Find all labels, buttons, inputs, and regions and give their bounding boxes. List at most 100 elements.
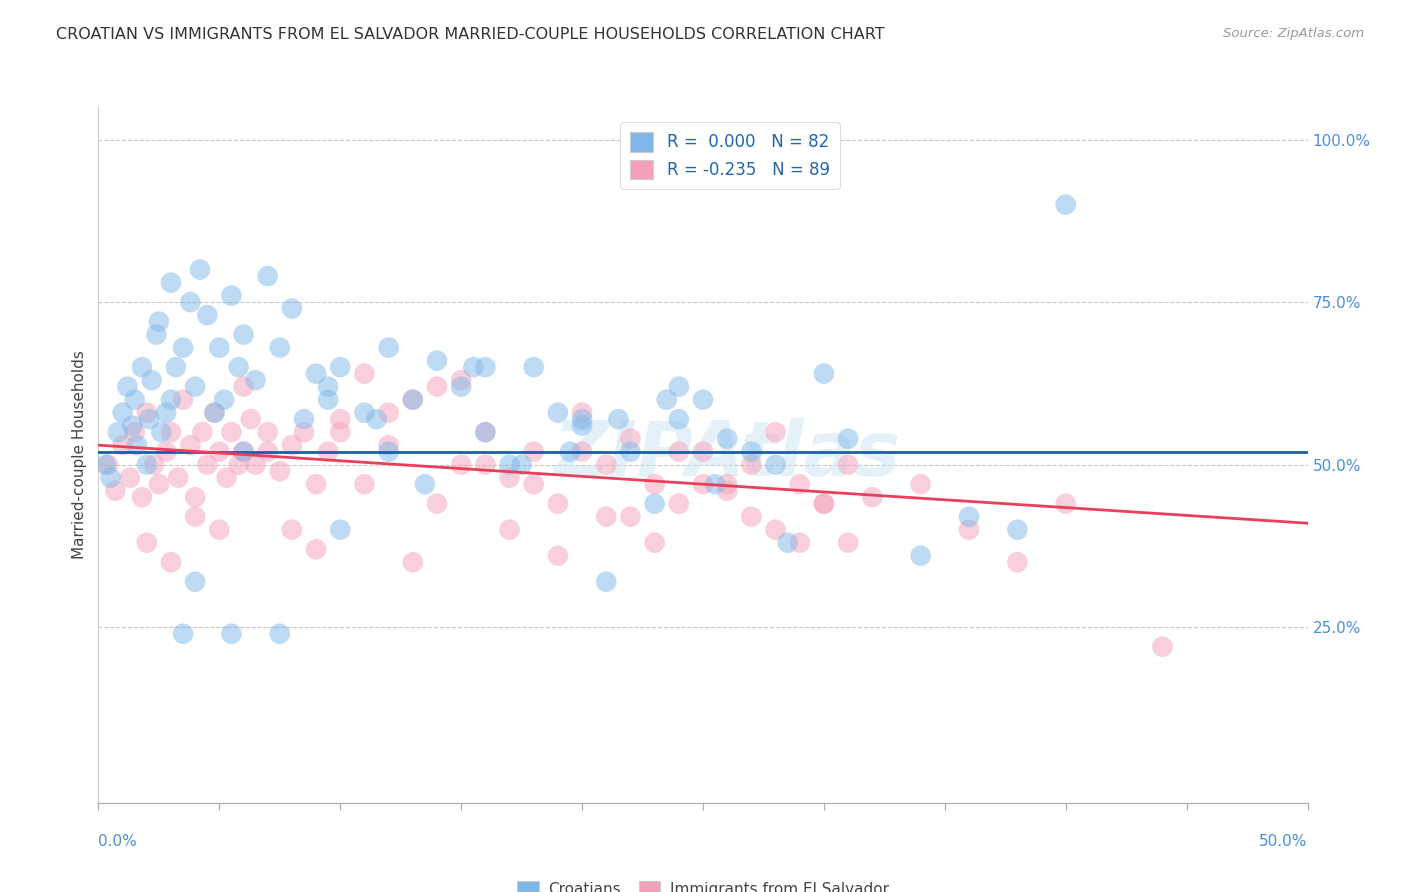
Point	[245, 373, 267, 387]
Y-axis label: Married-couple Households: Married-couple Households	[72, 351, 87, 559]
Point	[232, 327, 254, 342]
Point	[191, 425, 214, 439]
Point	[510, 458, 533, 472]
Point	[426, 497, 449, 511]
Point	[402, 392, 425, 407]
Point	[305, 367, 328, 381]
Point	[107, 425, 129, 439]
Point	[571, 412, 593, 426]
Point	[256, 269, 278, 284]
Point	[789, 477, 811, 491]
Point	[256, 444, 278, 458]
Point	[100, 471, 122, 485]
Point	[165, 360, 187, 375]
Point	[765, 425, 787, 439]
Point	[523, 360, 546, 375]
Point	[837, 535, 859, 549]
Text: 50.0%: 50.0%	[1260, 834, 1308, 849]
Point	[957, 523, 980, 537]
Point	[1054, 497, 1077, 511]
Point	[292, 412, 315, 426]
Point	[426, 353, 449, 368]
Point	[607, 412, 630, 426]
Point	[141, 373, 163, 387]
Point	[692, 392, 714, 407]
Point	[668, 444, 690, 458]
Point	[595, 509, 617, 524]
Point	[450, 379, 472, 393]
Point	[498, 471, 520, 485]
Point	[195, 458, 218, 472]
Point	[426, 379, 449, 393]
Point	[232, 444, 254, 458]
Point	[94, 458, 117, 472]
Point	[111, 438, 134, 452]
Point	[208, 523, 231, 537]
Point	[145, 327, 167, 342]
Point	[135, 406, 157, 420]
Point	[121, 418, 143, 433]
Point	[644, 497, 666, 511]
Point	[124, 425, 146, 439]
Point	[208, 444, 231, 458]
Point	[776, 535, 799, 549]
Point	[221, 626, 243, 640]
Point	[704, 477, 727, 491]
Point	[135, 458, 157, 472]
Point	[547, 497, 569, 511]
Point	[450, 458, 472, 472]
Point	[571, 418, 593, 433]
Point	[402, 392, 425, 407]
Point	[131, 360, 153, 375]
Point	[692, 444, 714, 458]
Point	[269, 626, 291, 640]
Point	[316, 392, 339, 407]
Point	[463, 360, 485, 375]
Point	[1007, 523, 1029, 537]
Point	[150, 425, 173, 439]
Point	[212, 392, 235, 407]
Point	[353, 406, 375, 420]
Point	[172, 626, 194, 640]
Point	[474, 360, 496, 375]
Point	[644, 477, 666, 491]
Point	[765, 523, 787, 537]
Point	[450, 373, 472, 387]
Point	[215, 471, 238, 485]
Point	[160, 276, 183, 290]
Point	[595, 574, 617, 589]
Point	[124, 392, 146, 407]
Point	[127, 438, 149, 452]
Point	[245, 458, 267, 472]
Point	[595, 458, 617, 472]
Point	[837, 458, 859, 472]
Point	[148, 477, 170, 491]
Point	[281, 523, 304, 537]
Point	[188, 262, 211, 277]
Legend: Croatians, Immigrants from El Salvador: Croatians, Immigrants from El Salvador	[512, 875, 894, 892]
Point	[111, 406, 134, 420]
Point	[208, 341, 231, 355]
Point	[135, 535, 157, 549]
Text: ZIPAtlas: ZIPAtlas	[554, 418, 901, 491]
Point	[221, 288, 243, 302]
Point	[281, 438, 304, 452]
Point	[571, 406, 593, 420]
Point	[692, 477, 714, 491]
Point	[269, 341, 291, 355]
Point	[377, 341, 399, 355]
Point	[305, 477, 328, 491]
Point	[619, 509, 641, 524]
Point	[474, 458, 496, 472]
Point	[547, 549, 569, 563]
Point	[498, 458, 520, 472]
Point	[184, 379, 207, 393]
Point	[131, 490, 153, 504]
Point	[232, 444, 254, 458]
Point	[281, 301, 304, 316]
Point	[269, 464, 291, 478]
Point	[179, 295, 201, 310]
Point	[160, 392, 183, 407]
Point	[316, 379, 339, 393]
Point	[716, 483, 738, 498]
